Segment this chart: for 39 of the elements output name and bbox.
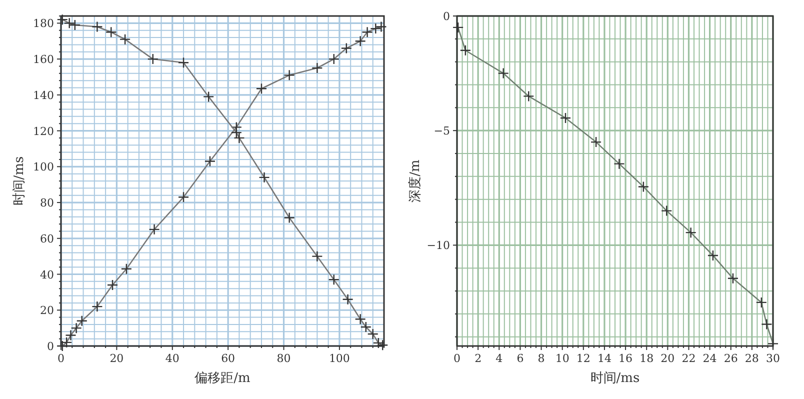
x-tick-label: 20 [660, 352, 675, 365]
y-tick-label: 100 [33, 160, 54, 174]
y-tick-label: 60 [40, 232, 54, 246]
x-tick-label: 40 [165, 352, 180, 365]
x-tick-label: 20 [110, 352, 124, 365]
x-tick-label: 30 [766, 352, 780, 365]
x-tick-label: 4 [496, 352, 503, 365]
x-tick-label: 0 [58, 352, 64, 365]
x-axis-title: 时间/ms [590, 371, 640, 386]
x-tick-label: 12 [576, 352, 590, 365]
x-tick-label: 16 [618, 352, 633, 365]
x-tick-label: 100 [328, 352, 350, 365]
y-tick-label: 140 [33, 88, 54, 102]
y-axis-title: 时间/ms [12, 156, 27, 206]
y-axis-title: 深度/m [407, 160, 423, 202]
y-tick-label: −5 [434, 124, 450, 138]
x-tick-label: 18 [640, 352, 654, 365]
y-tick-label: −10 [426, 239, 450, 252]
y-tick-label: 160 [33, 53, 54, 66]
y-tick-label: 80 [40, 196, 54, 210]
x-tick-label: 14 [597, 352, 612, 365]
y-tick-label: 120 [33, 124, 54, 138]
x-tick-label: 0 [454, 352, 460, 365]
x-tick-label: 80 [276, 352, 291, 365]
x-tick-label: 26 [724, 352, 738, 365]
x-tick-label: 24 [702, 352, 717, 365]
x-tick-label: 6 [516, 352, 524, 365]
y-tick-label: 20 [40, 304, 54, 318]
y-tick-label: 0 [443, 10, 450, 23]
y-tick-label: 0 [47, 340, 54, 353]
y-tick-label: 180 [33, 17, 54, 30]
y-tick-label: 40 [40, 268, 54, 282]
x-tick-label: 22 [682, 352, 696, 365]
x-axis-title: 偏移距/m [194, 371, 250, 386]
x-tick-label: 2 [474, 352, 482, 365]
x-tick-label: 28 [744, 352, 759, 365]
x-tick-label: 10 [555, 352, 570, 365]
x-tick-label: 60 [221, 352, 236, 365]
x-tick-label: 8 [538, 352, 545, 365]
